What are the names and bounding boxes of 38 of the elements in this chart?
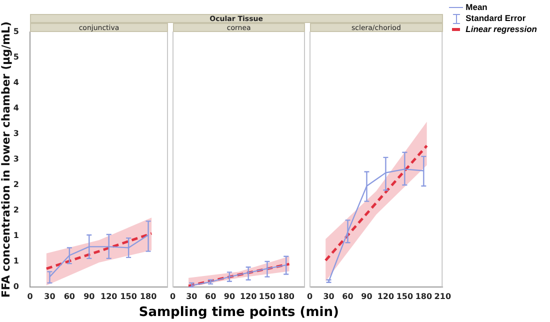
x-tick-label: 150: [258, 292, 276, 301]
y-tick-label: 1: [13, 256, 20, 266]
x-tick-label: 30: [44, 292, 56, 301]
y-tick-label: 3: [13, 154, 19, 164]
x-tick-label: 0: [27, 292, 34, 301]
y-axis-title: FFA concentration in lower chamber (µg/mL): [0, 21, 12, 298]
y-tick-label: 4: [13, 78, 20, 88]
x-tick-label: 90: [84, 292, 96, 301]
x-tick-label: 150: [120, 292, 138, 301]
x-tick-label: 60: [342, 292, 354, 301]
x-tick-label: 30: [186, 292, 198, 301]
x-tick-label: 180: [278, 292, 295, 301]
x-tick-label: 180: [415, 292, 432, 301]
x-tick-label: 120: [377, 292, 394, 301]
x-tick-label: 210: [434, 292, 452, 301]
x-tick-label: 60: [64, 292, 76, 301]
x-tick-label: 0: [306, 292, 313, 301]
y-tick-label: 2: [13, 180, 19, 190]
x-tick-label: 30: [323, 292, 335, 301]
legend-label: Linear regression: [466, 24, 537, 35]
x-tick-label: 120: [240, 292, 258, 301]
y-tick-label: 2: [13, 206, 19, 215]
text: Standard Error: [466, 13, 526, 24]
x-tick-label: 120: [100, 292, 118, 301]
legend-label: Mean: [466, 2, 488, 13]
x-tick-label: 180: [140, 292, 158, 301]
x-tick-label: 90: [361, 292, 373, 301]
y-tick-label: 3: [13, 129, 19, 138]
y-tick-label: 0: [13, 282, 20, 292]
x-axis-title: Sampling time points (min): [138, 305, 340, 320]
y-tick-label: 5: [13, 52, 20, 62]
y-tick-label: 5: [13, 27, 20, 36]
x-tick-label: 60: [204, 292, 217, 301]
x-tick-label: 90: [224, 292, 236, 301]
x-tick-label: 150: [396, 292, 414, 301]
y-tick-label: 4: [13, 104, 20, 113]
x-tick-label: 0: [170, 292, 176, 301]
y-tick-label: 1: [13, 231, 20, 240]
